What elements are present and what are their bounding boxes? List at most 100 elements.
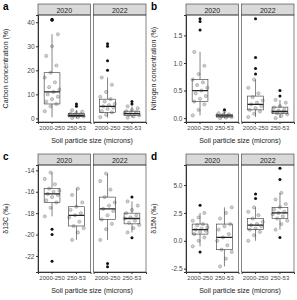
point: [247, 210, 250, 213]
point: [50, 196, 53, 199]
median: [69, 215, 85, 216]
y-tick: 10: [27, 91, 38, 98]
x-tick-label: 2000-250: [187, 275, 213, 281]
x-tick: 250-53: [123, 122, 142, 131]
marks: [99, 172, 141, 268]
x-tick-label: 250-53: [271, 275, 290, 281]
point: [203, 236, 206, 239]
box: [248, 96, 264, 110]
point: [112, 209, 115, 212]
box: [44, 189, 60, 203]
x-axis-title: Soil particle size (microns): [51, 137, 133, 145]
point: [257, 214, 260, 217]
point: [223, 225, 226, 228]
whisker-lower: [131, 116, 132, 118]
x-tick-mark: [107, 272, 108, 274]
y-tick-label: 20: [27, 67, 35, 74]
x-tick: 2000-250: [39, 272, 65, 281]
whisker-upper: [255, 207, 256, 218]
point: [43, 177, 46, 180]
point: [274, 228, 277, 231]
outlier: [51, 260, 54, 263]
x-tick: 250-53: [271, 122, 290, 131]
point: [280, 114, 283, 117]
point: [109, 188, 112, 191]
y-tick-mark: [184, 35, 186, 36]
y-tick-mark: [184, 269, 186, 270]
point: [104, 90, 107, 93]
box: [124, 213, 140, 224]
point: [113, 102, 116, 105]
outlier: [106, 69, 109, 72]
point: [107, 204, 110, 207]
x-tick: 2000-250: [95, 272, 121, 281]
y-tick-label: 0.0: [173, 115, 182, 122]
median: [192, 229, 208, 230]
point: [194, 92, 197, 95]
point: [216, 239, 219, 242]
point: [274, 198, 277, 201]
point: [43, 76, 46, 79]
x-tick: 250-53: [67, 272, 86, 281]
y-tick-mark: [184, 241, 186, 242]
x-tick-mark: [255, 122, 256, 124]
point: [204, 94, 207, 97]
x-axis: 2000-250250-53: [242, 122, 295, 131]
panel: dδ15N (‰)Soil particle size (microns)-2.…: [150, 151, 295, 295]
x-tick-mark: [131, 122, 132, 124]
whisker-lower: [200, 102, 201, 116]
y-tick: -16: [25, 188, 38, 195]
outlier: [254, 192, 257, 195]
y-tick-label: -18: [25, 210, 35, 217]
outlier: [278, 236, 281, 239]
outlier: [199, 17, 202, 20]
box: [192, 80, 208, 102]
panel: bNitrogen concentration (%)Soil particle…: [150, 1, 295, 145]
x-tick: 2000-250: [95, 122, 121, 131]
point: [49, 105, 52, 108]
facet-label: 2020: [56, 157, 72, 164]
x-axis: 2000-250250-53: [187, 122, 240, 131]
x-axis: 2000-250250-53: [94, 272, 147, 281]
y-tick-mark: [184, 185, 186, 186]
x-tick-mark: [255, 272, 256, 274]
x-tick: 2000-250: [187, 272, 213, 281]
median: [69, 115, 85, 116]
y-tick: 0.5: [173, 87, 186, 94]
point: [258, 110, 261, 113]
point: [227, 233, 230, 236]
y-tick-label: 10: [27, 91, 35, 98]
point: [132, 227, 135, 230]
facet-strip: [186, 4, 239, 15]
box: [272, 107, 288, 114]
y-tick: 0.0: [173, 115, 186, 122]
marks: [191, 204, 233, 268]
outlier: [223, 108, 226, 111]
facet-label: 2020: [204, 157, 220, 164]
point: [100, 76, 103, 79]
whisker-lower: [76, 226, 77, 240]
point: [198, 97, 201, 100]
plot-frame: [38, 15, 91, 122]
x-tick-label: 2000-250: [187, 125, 213, 131]
y-tick-label: 2.5: [173, 210, 182, 217]
x-tick-label: 250-53: [271, 125, 290, 131]
x-tick-mark: [131, 272, 132, 274]
y-tick: 40: [27, 19, 38, 26]
median: [272, 212, 288, 213]
y-tick-mark: [184, 63, 186, 64]
y-tick: -22: [25, 253, 38, 260]
x-tick: 250-53: [271, 272, 290, 281]
point: [45, 54, 48, 57]
outlier: [75, 102, 78, 105]
point: [110, 222, 113, 225]
x-tick-mark: [52, 272, 53, 274]
median: [248, 104, 264, 105]
panel-letter: a: [3, 1, 9, 12]
facet-label: 2022: [260, 7, 276, 14]
outlier: [254, 17, 257, 20]
outlier: [199, 204, 202, 207]
y-tick-label: 0: [31, 115, 35, 122]
x-tick-label: 250-53: [67, 275, 86, 281]
y-tick: 2.5: [173, 210, 186, 217]
